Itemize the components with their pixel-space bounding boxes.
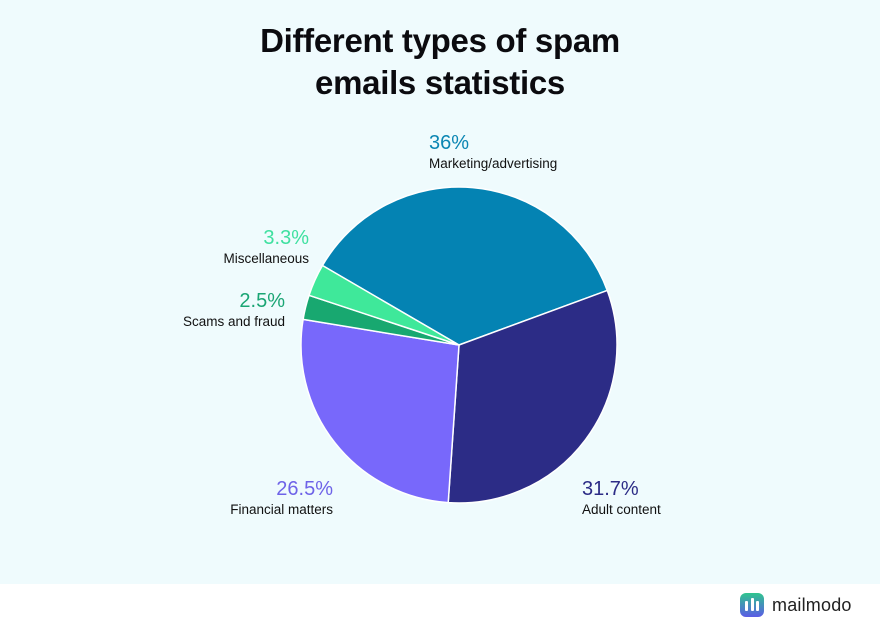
pie-chart — [300, 186, 618, 504]
label-marketing: 36% Marketing/advertising — [429, 131, 557, 173]
label-marketing-percent: 36% — [429, 132, 470, 154]
label-misc-name: Miscellaneous — [223, 251, 309, 266]
slice-miscellaneous — [308, 264, 460, 346]
label-marketing-name: Marketing/advertising — [429, 156, 558, 171]
slice-marketing — [321, 186, 609, 346]
label-scams-percent: 2.5% — [239, 290, 285, 312]
chart-title-line-1: Different types of spam — [260, 22, 620, 59]
label-misc-percent: 3.3% — [263, 227, 309, 249]
slice-financial — [300, 318, 460, 504]
label-adult-name: Adult content — [582, 502, 661, 517]
label-financial: 26.5% Financial matters — [230, 477, 333, 519]
label-financial-name: Financial matters — [230, 502, 333, 517]
mailmodo-logo-icon — [740, 593, 764, 617]
chart-title-line-2: emails statistics — [315, 64, 565, 101]
label-scams-name: Scams and fraud — [182, 314, 285, 329]
chart-title: Different types of spam emails statistic… — [0, 20, 880, 104]
brand-footer: mailmodo — [740, 593, 852, 617]
label-miscellaneous: 3.3% Miscellaneous — [223, 226, 309, 268]
label-financial-percent: 26.5% — [276, 478, 333, 500]
slice-adult — [447, 289, 618, 504]
brand-name: mailmodo — [772, 594, 852, 615]
label-adult-percent: 31.7% — [582, 478, 639, 500]
label-adult: 31.7% Adult content — [582, 477, 661, 519]
label-scams: 2.5% Scams and fraud — [183, 289, 285, 331]
